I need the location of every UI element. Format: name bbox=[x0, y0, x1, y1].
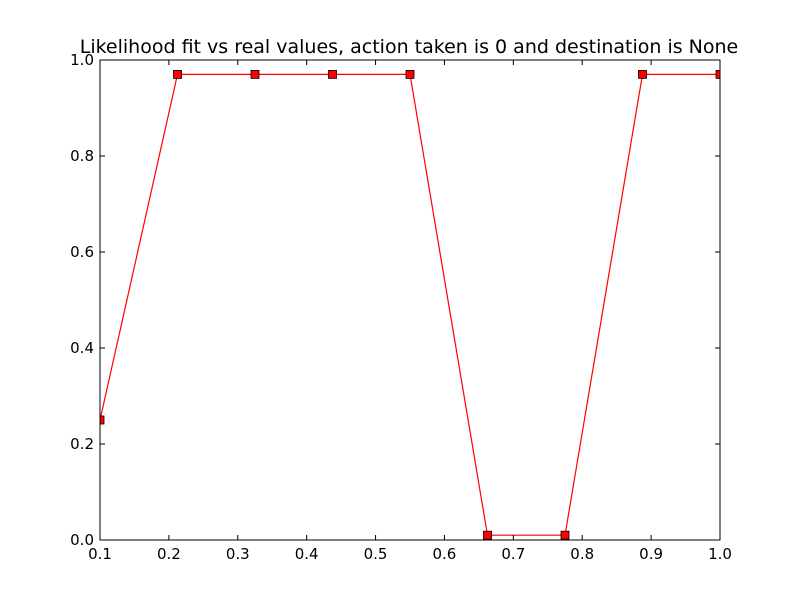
y-tick-label: 1.0 bbox=[70, 51, 94, 69]
data-point bbox=[173, 70, 182, 79]
data-point bbox=[560, 530, 570, 540]
plot-frame bbox=[99, 59, 721, 541]
x-tick-label: 0.4 bbox=[295, 545, 319, 563]
data-point bbox=[405, 70, 415, 79]
x-tick-label: 0.3 bbox=[226, 545, 250, 563]
data-point bbox=[483, 530, 492, 540]
y-axis: 0.0 0.2 0.4 0.6 0.8 1.0 bbox=[70, 51, 720, 549]
series-line bbox=[100, 73, 720, 536]
x-tick-label: 0.5 bbox=[364, 545, 388, 563]
y-tick-label: 0.2 bbox=[70, 435, 94, 453]
x-tick-label: 0.1 bbox=[88, 545, 112, 563]
x-tick-label: 0.7 bbox=[501, 545, 525, 563]
chart-title: Likelihood fit vs real values, action ta… bbox=[80, 36, 739, 58]
x-axis: 0.1 0.2 0.3 0.4 0.5 0.6 0.7 0.8 0.9 1.0 bbox=[88, 60, 732, 563]
x-tick-label: 1.0 bbox=[708, 545, 732, 563]
data-point bbox=[250, 70, 260, 79]
y-tick-label: 0.4 bbox=[70, 339, 94, 357]
y-tick-label: 0.8 bbox=[70, 147, 94, 165]
x-tick-label: 0.9 bbox=[639, 545, 663, 563]
plot-area bbox=[100, 70, 720, 540]
data-point bbox=[100, 415, 105, 425]
y-tick-label: 0.6 bbox=[70, 243, 94, 261]
data-point bbox=[328, 70, 337, 79]
x-tick-label: 0.2 bbox=[157, 545, 181, 563]
x-tick-label: 0.6 bbox=[433, 545, 457, 563]
data-point bbox=[715, 70, 720, 79]
data-point bbox=[638, 70, 647, 79]
x-tick-label: 0.8 bbox=[570, 545, 594, 563]
y-tick-label: 0.0 bbox=[70, 531, 94, 549]
series-layer bbox=[100, 70, 720, 540]
